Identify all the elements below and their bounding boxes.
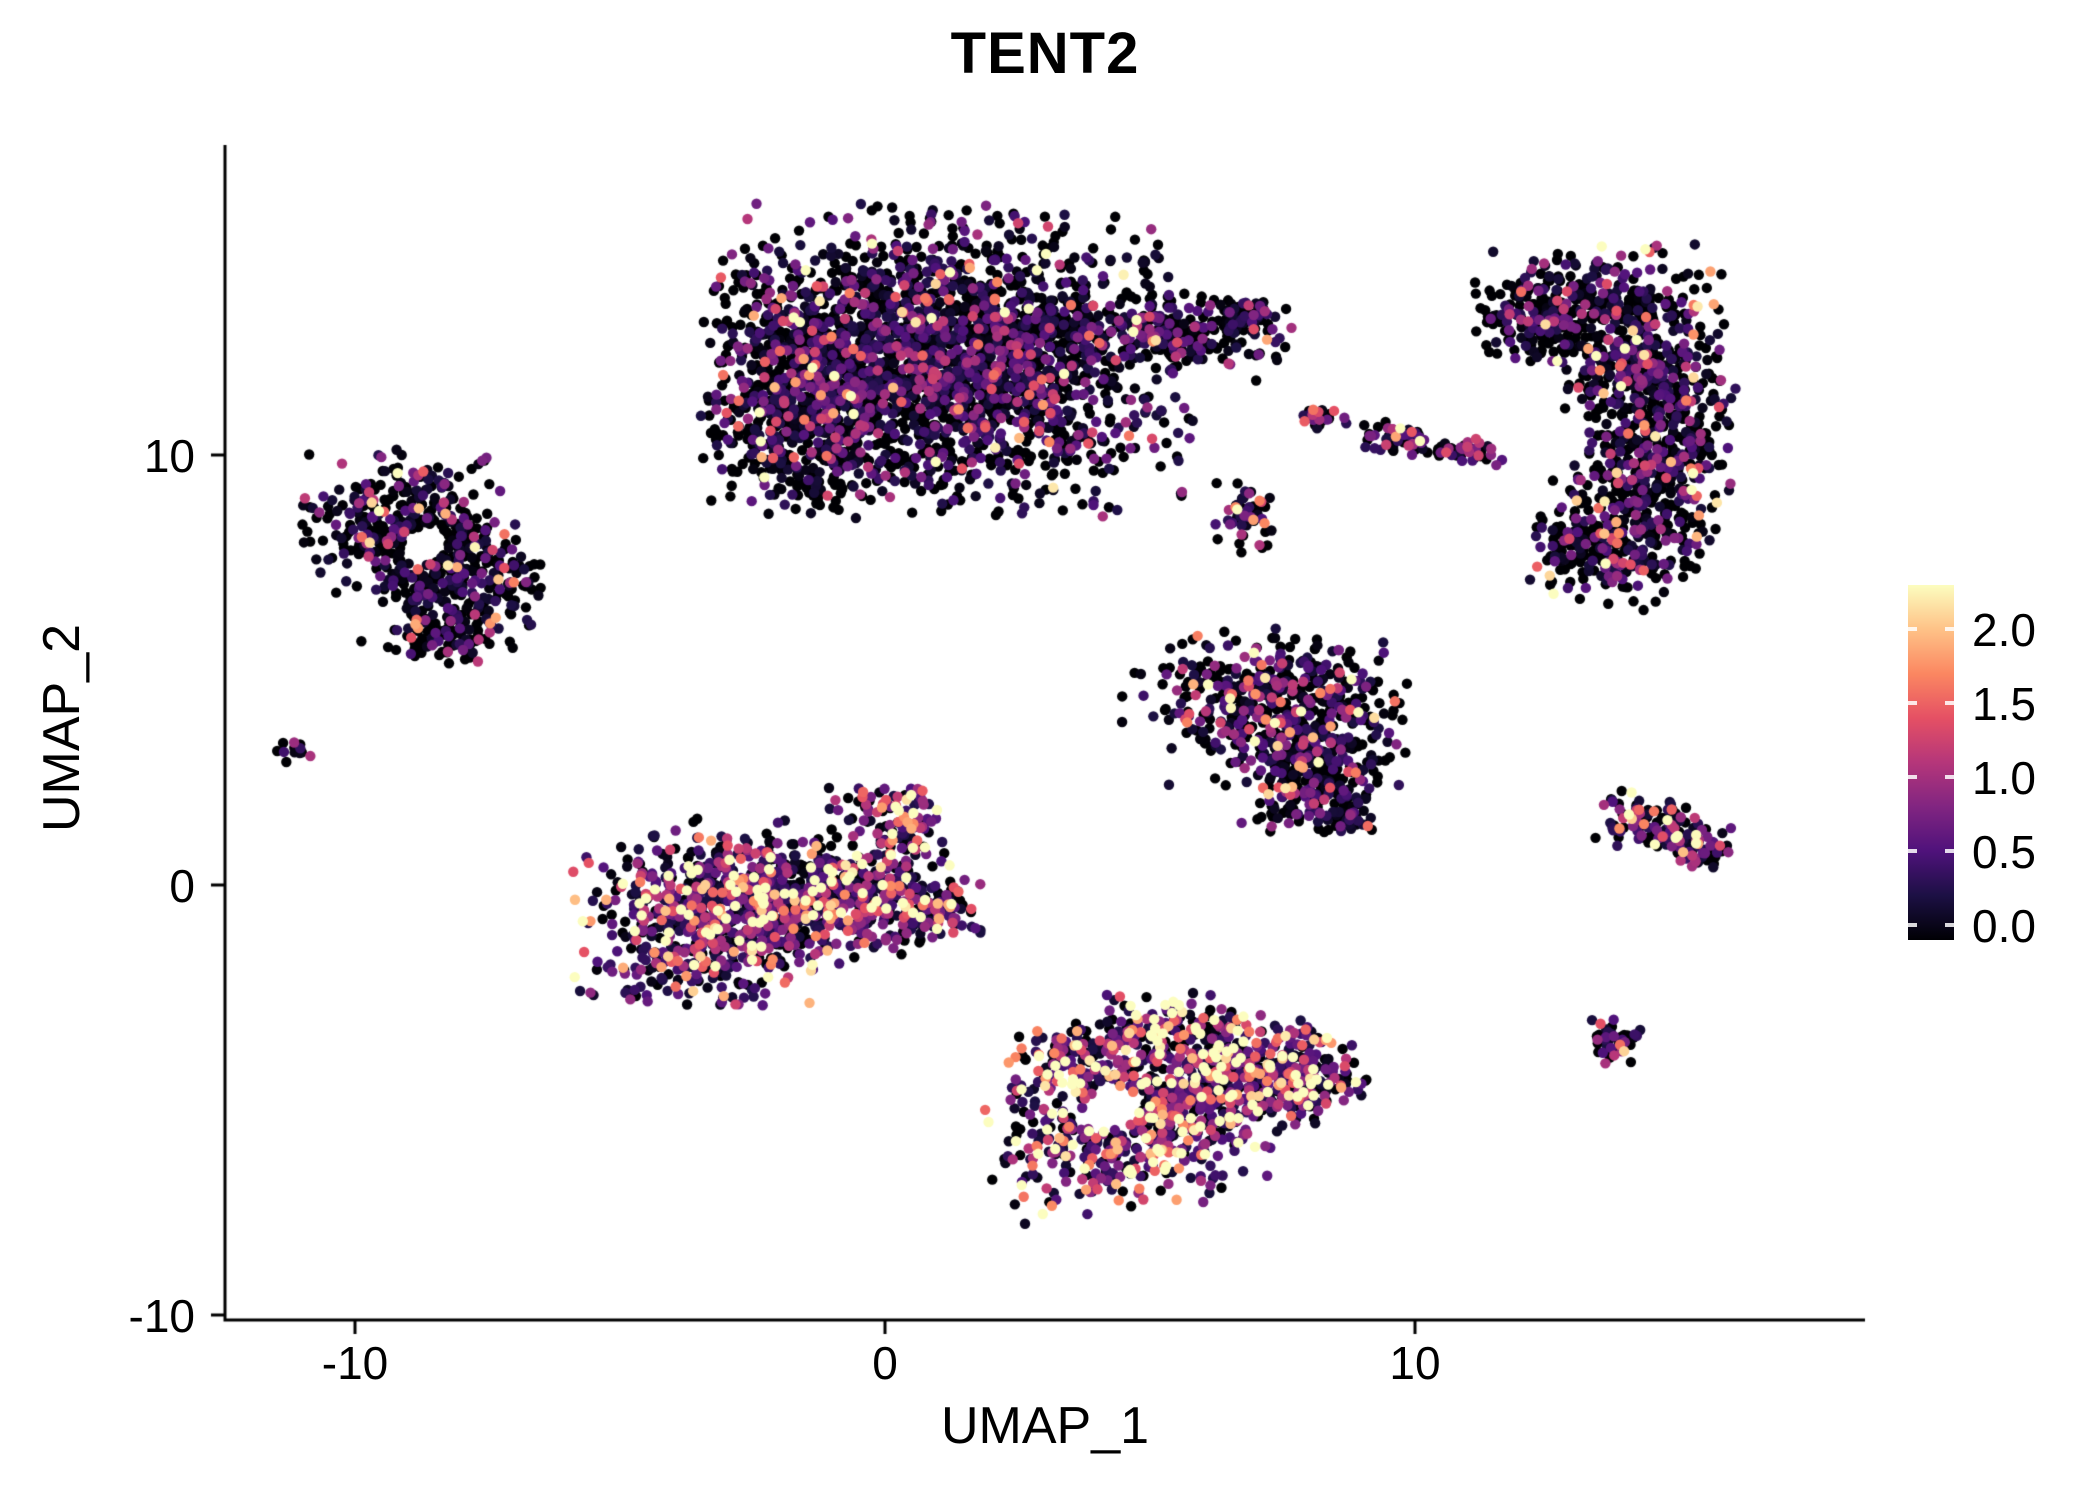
y-axis-title: UMAP_2 <box>33 623 91 833</box>
y-tick-label: 10 <box>143 430 195 482</box>
colorbar-tick <box>1945 849 1954 853</box>
x-tick-label: -10 <box>321 1337 389 1389</box>
y-tick-label: -10 <box>128 1290 195 1342</box>
x-tick-label: 10 <box>1389 1337 1441 1389</box>
colorbar-tick <box>1945 923 1954 927</box>
colorbar-tick-label: 2.0 <box>1972 604 2036 656</box>
colorbar-tick <box>1908 775 1917 779</box>
colorbar-tick <box>1945 627 1954 631</box>
colorbar <box>1908 585 1954 940</box>
colorbar-tick-label: 1.0 <box>1972 752 2036 804</box>
colorbar-tick <box>1908 923 1917 927</box>
colorbar-tick <box>1908 849 1917 853</box>
x-tick-label: 0 <box>872 1337 898 1389</box>
colorbar-tick-label: 0.5 <box>1972 826 2036 878</box>
colorbar-tick <box>1908 627 1917 631</box>
colorbar-tick <box>1945 701 1954 705</box>
plot-title: TENT2 <box>950 21 1140 86</box>
y-tick-label: 0 <box>169 860 195 912</box>
colorbar-tick-label: 1.5 <box>1972 678 2036 730</box>
colorbar-tick <box>1908 701 1917 705</box>
colorbar-tick-label: 0.0 <box>1972 900 2036 952</box>
colorbar-tick <box>1945 775 1954 779</box>
x-axis-title: UMAP_1 <box>940 1397 1150 1455</box>
colorbar-gradient <box>1908 585 1954 940</box>
